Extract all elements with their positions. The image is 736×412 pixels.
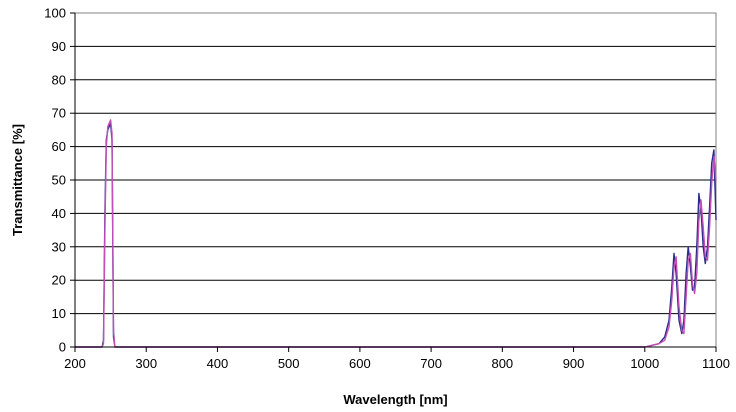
x-tick-label: 800 bbox=[491, 356, 513, 371]
x-tick-label: 1100 bbox=[702, 356, 730, 371]
x-tick-label: 300 bbox=[135, 356, 157, 371]
x-tick-label: 900 bbox=[563, 356, 585, 371]
y-tick-label: 100 bbox=[44, 6, 66, 21]
y-tick-label: 10 bbox=[52, 306, 66, 321]
x-axis: 200 300 400 500 600 700 800 900 1000 1100 bbox=[64, 346, 730, 371]
y-tick-label: 90 bbox=[52, 39, 66, 54]
x-tick-label: 700 bbox=[420, 356, 442, 371]
series-line-2 bbox=[75, 119, 717, 348]
y-tick-label: 60 bbox=[52, 139, 66, 154]
y-tick-label: 50 bbox=[52, 173, 66, 188]
x-axis-title: Wavelength [nm] bbox=[343, 392, 447, 407]
y-tick-label: 0 bbox=[59, 340, 66, 355]
y-axis: 0 10 20 30 40 50 60 70 80 90 100 bbox=[44, 6, 76, 355]
x-tick-label: 1000 bbox=[630, 356, 659, 371]
series-line-1 bbox=[75, 122, 717, 348]
y-tick-label: 20 bbox=[52, 273, 66, 288]
x-tick-label: 500 bbox=[278, 356, 300, 371]
x-tick-label: 400 bbox=[207, 356, 229, 371]
x-tick-label: 600 bbox=[349, 356, 371, 371]
y-tick-label: 40 bbox=[52, 206, 66, 221]
y-tick-label: 80 bbox=[52, 72, 66, 87]
y-tick-label: 30 bbox=[52, 239, 66, 254]
series-layer bbox=[75, 119, 717, 348]
y-axis-title: Transmittance [%] bbox=[10, 124, 25, 236]
y-tick-label: 70 bbox=[52, 106, 66, 121]
x-tick-label: 200 bbox=[64, 356, 86, 371]
